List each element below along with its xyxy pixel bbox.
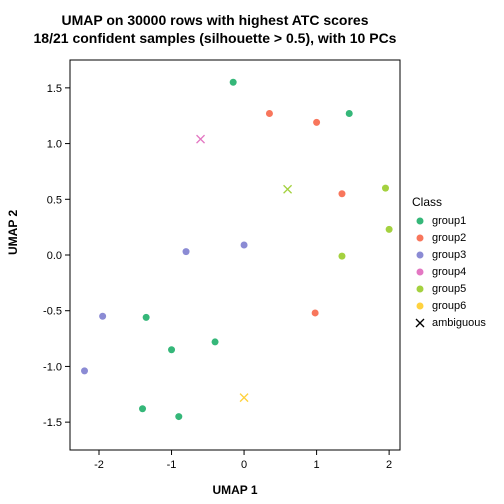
legend-item: group3 xyxy=(412,247,466,263)
legend-item: group4 xyxy=(412,264,466,280)
legend-item: group1 xyxy=(412,213,466,229)
y-tick-label: -1.5 xyxy=(43,417,62,429)
legend-item: group5 xyxy=(412,281,466,297)
legend-label: ambiguous xyxy=(432,317,486,329)
legend-label: group5 xyxy=(432,283,466,295)
x-tick-label: 0 xyxy=(241,459,247,471)
data-point xyxy=(313,119,320,126)
legend-title: Class xyxy=(412,195,442,209)
legend-swatch-icon xyxy=(412,230,428,246)
y-axis-label: UMAP 2 xyxy=(6,210,20,255)
y-tick-label: 1.5 xyxy=(47,83,62,95)
legend-swatch-icon xyxy=(412,315,428,331)
data-point xyxy=(183,248,190,255)
x-tick-label: -1 xyxy=(167,459,177,471)
data-point xyxy=(346,110,353,117)
data-point xyxy=(99,313,106,320)
legend-item: ambiguous xyxy=(412,315,486,331)
legend-label: group6 xyxy=(432,300,466,312)
data-point xyxy=(241,241,248,248)
data-point xyxy=(212,338,219,345)
y-tick-label: 1.0 xyxy=(47,139,62,151)
data-point xyxy=(386,226,393,233)
data-point xyxy=(139,405,146,412)
x-tick-label: 1 xyxy=(314,459,320,471)
legend-swatch-icon xyxy=(412,247,428,263)
legend-swatch-icon xyxy=(412,213,428,229)
data-point xyxy=(175,413,182,420)
umap-scatter-chart: UMAP on 30000 rows with highest ATC scor… xyxy=(0,0,504,504)
data-point xyxy=(197,135,205,143)
data-point xyxy=(338,253,345,260)
y-tick-label: 0.0 xyxy=(47,250,62,262)
legend-item: group6 xyxy=(412,298,466,314)
legend-swatch-icon xyxy=(412,298,428,314)
data-point xyxy=(338,190,345,197)
data-point xyxy=(312,309,319,316)
data-point xyxy=(81,367,88,374)
legend-label: group4 xyxy=(432,266,466,278)
data-point xyxy=(266,110,273,117)
data-point xyxy=(168,346,175,353)
data-point xyxy=(143,314,150,321)
data-point xyxy=(382,185,389,192)
data-point xyxy=(240,394,248,402)
x-axis-label: UMAP 1 xyxy=(0,483,470,497)
legend-label: group3 xyxy=(432,249,466,261)
x-tick-label: -2 xyxy=(94,459,104,471)
legend-swatch-icon xyxy=(412,281,428,297)
y-tick-label: 0.5 xyxy=(47,194,62,206)
x-tick-label: 2 xyxy=(386,459,392,471)
data-point xyxy=(284,185,292,193)
legend-swatch-icon xyxy=(412,264,428,280)
legend-label: group2 xyxy=(432,232,466,244)
y-tick-label: -1.0 xyxy=(43,361,62,373)
y-tick-label: -0.5 xyxy=(43,306,62,318)
legend-item: group2 xyxy=(412,230,466,246)
legend-label: group1 xyxy=(432,215,466,227)
data-point xyxy=(230,79,237,86)
